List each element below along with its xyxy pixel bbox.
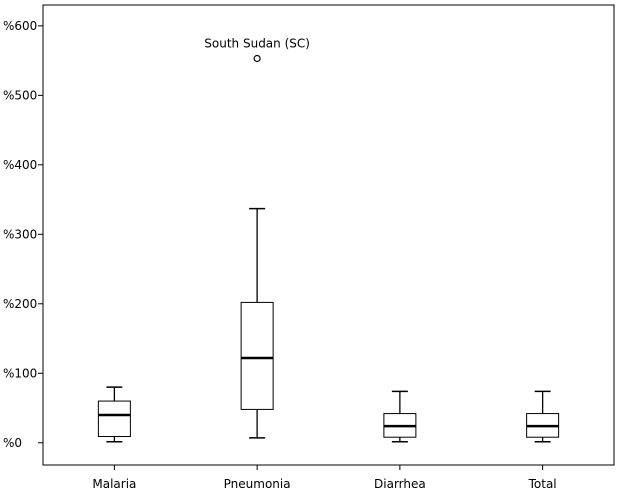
y-tick-label: %300 (3, 227, 37, 241)
x-tick-label: Pneumonia (224, 477, 291, 491)
box-pneumonia (240, 207, 274, 439)
box-malaria (97, 386, 131, 443)
y-tick-label: %200 (3, 297, 37, 311)
y-tick-label: %600 (3, 19, 37, 33)
x-tick-label: Diarrhea (374, 477, 426, 491)
y-tick-label: %400 (3, 158, 37, 172)
iqr-box (240, 301, 274, 410)
y-tick-label: %0 (3, 436, 22, 450)
boxes (97, 207, 560, 443)
x-tick-label: Total (528, 477, 557, 491)
outlier-label: South Sudan (SC) (204, 37, 310, 51)
iqr-box (97, 400, 131, 438)
y-tick-label: %500 (3, 88, 37, 102)
x-tick-label: Malaria (92, 477, 136, 491)
outlier-point (253, 54, 261, 63)
x-axis: Malaria Pneumonia Diarrhea Total (92, 465, 557, 491)
box-diarrhea (383, 390, 417, 443)
y-tick-label: %100 (3, 366, 37, 380)
y-axis: %0 %100 %200 %300 %400 %500 %600 (3, 19, 43, 450)
box-total (526, 390, 560, 443)
plot-frame (42, 4, 615, 466)
outliers: South Sudan (SC) (204, 37, 310, 63)
